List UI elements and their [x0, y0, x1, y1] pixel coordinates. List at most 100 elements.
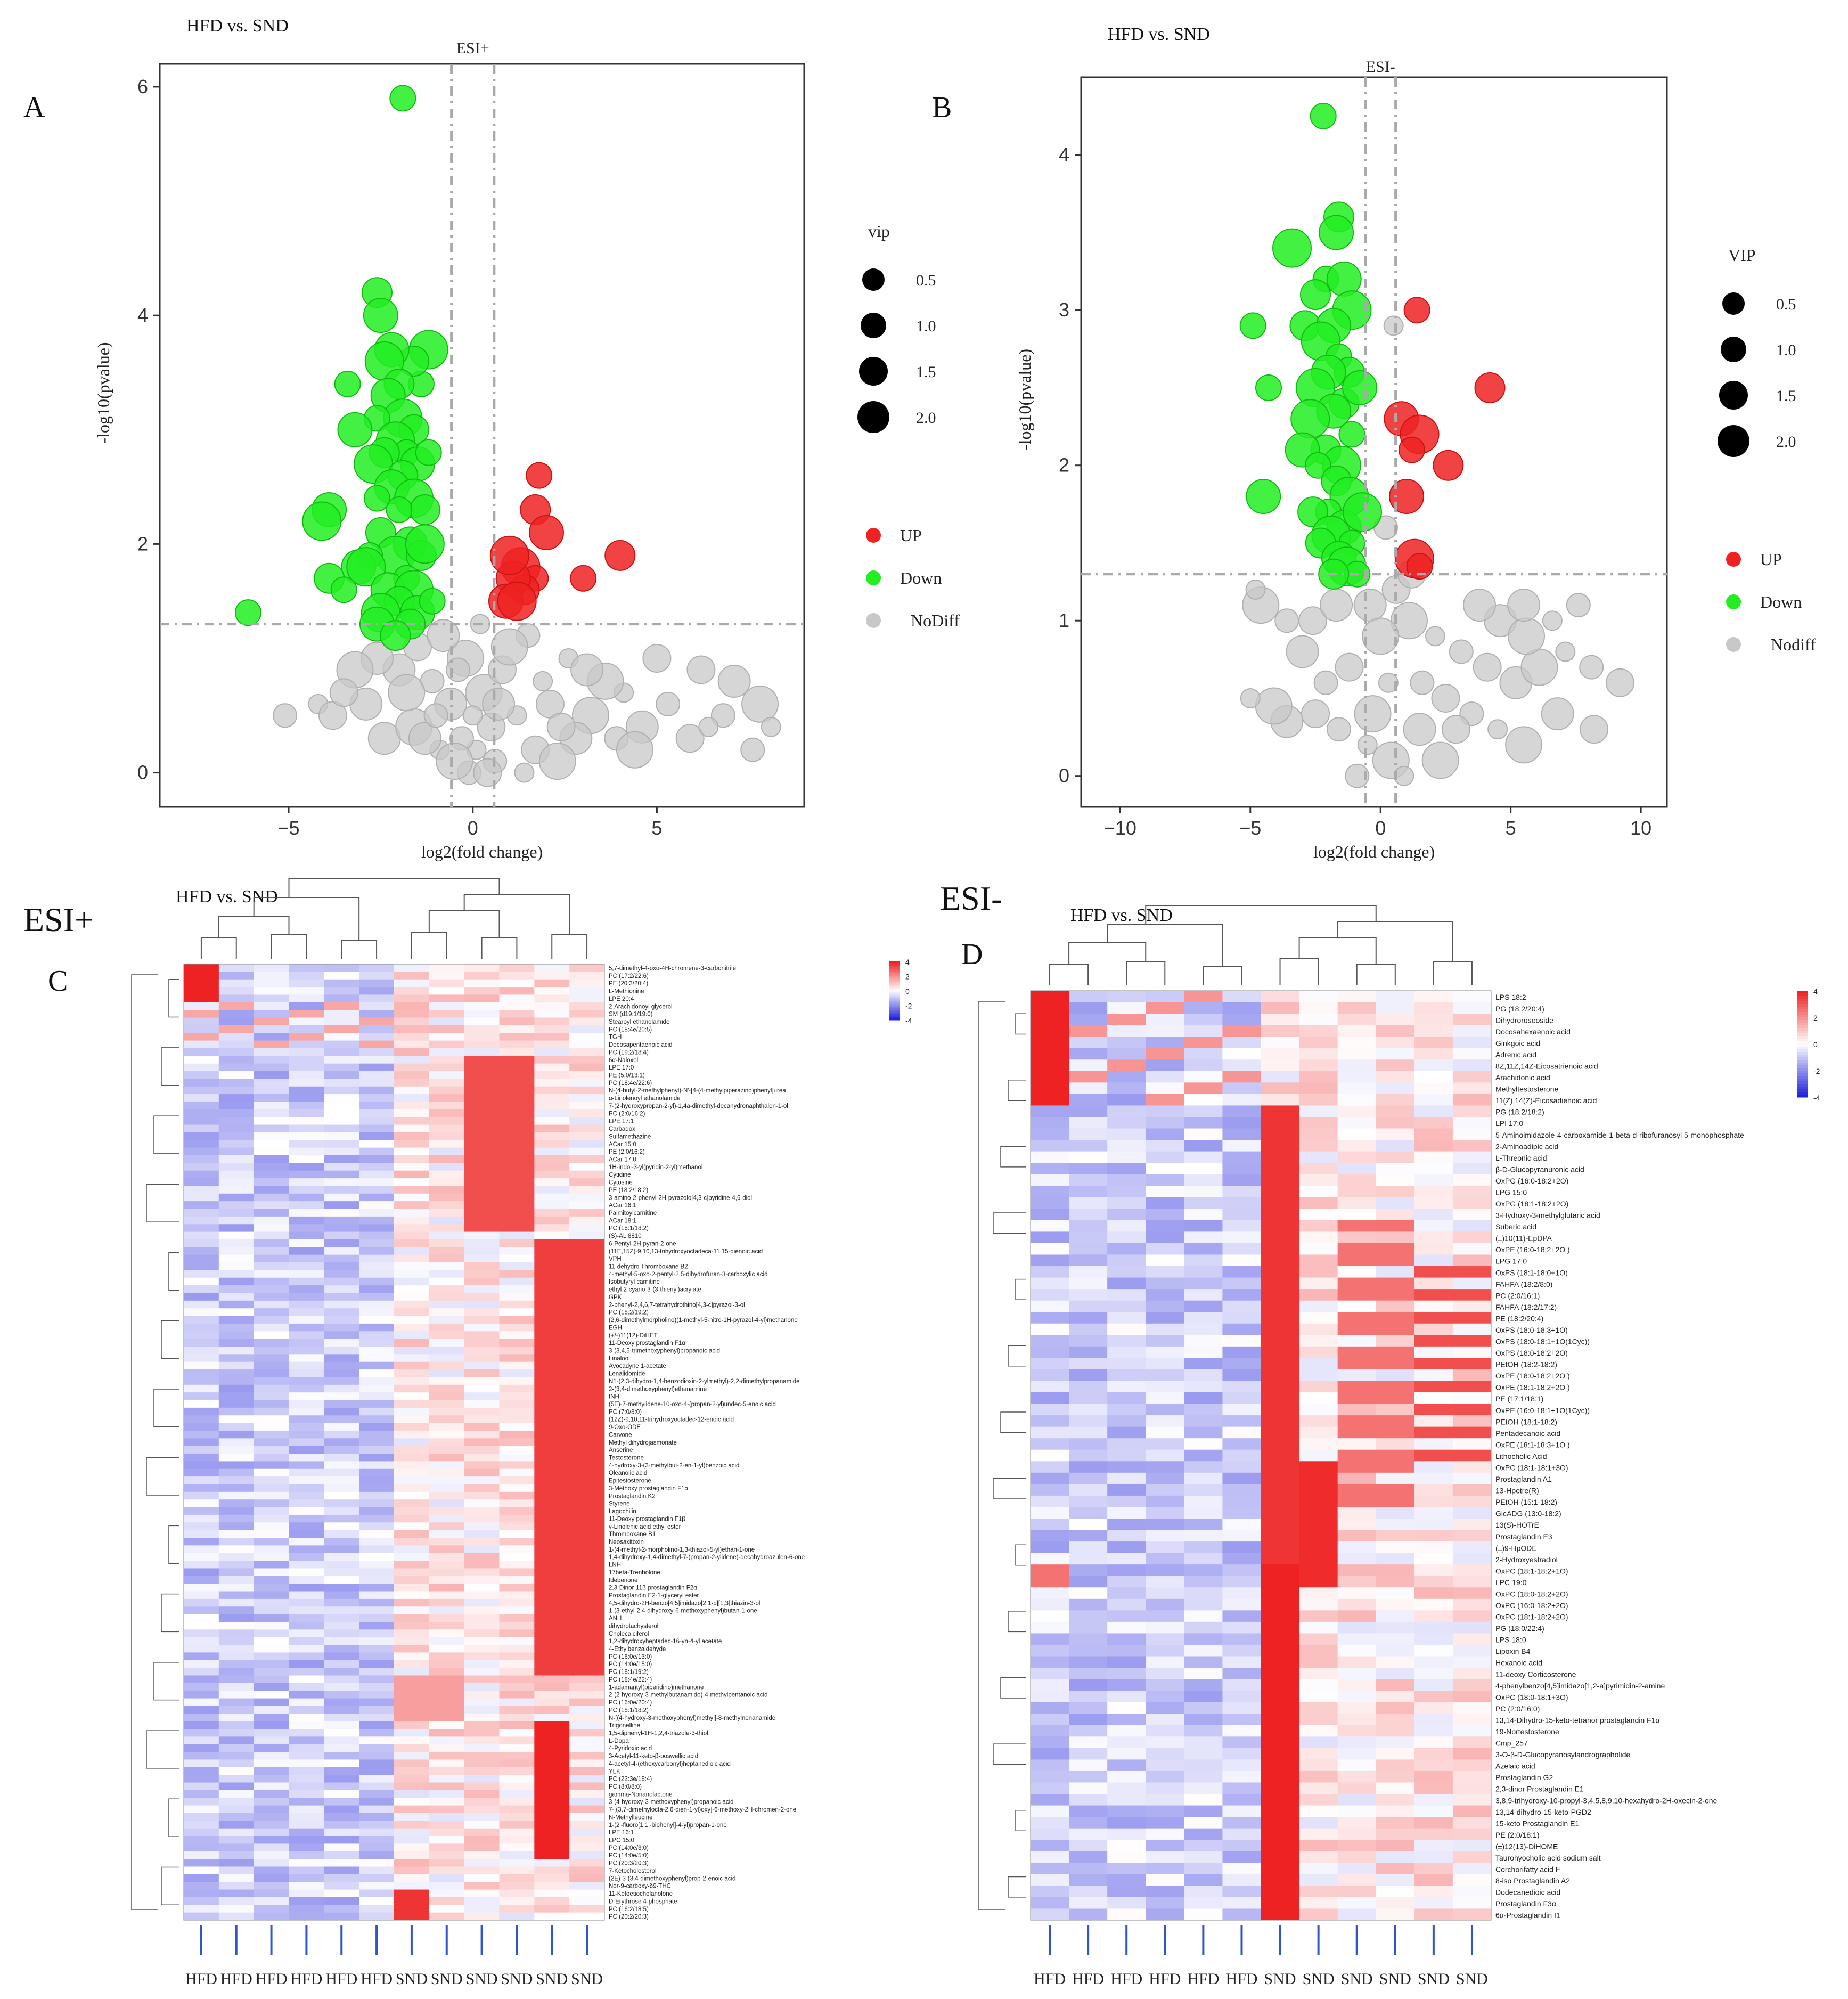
heat-cell: [1184, 1564, 1223, 1577]
heat-cell: [1031, 1759, 1069, 1772]
point-nodiff: [1378, 672, 1399, 693]
heat-cell: [1069, 1484, 1108, 1496]
heat-cell: [1261, 1323, 1300, 1335]
point-nodiff: [1245, 579, 1266, 600]
color-scale-segment: [1797, 1052, 1808, 1055]
heat-cell: [1337, 1392, 1377, 1405]
point-nodiff: [538, 743, 576, 780]
heat-cell: [359, 1224, 395, 1233]
heat-cell: [1107, 1014, 1146, 1026]
heat-cell: [359, 1331, 395, 1340]
heat-cell: [324, 1468, 359, 1477]
row-label: Anserine: [609, 1447, 633, 1454]
column-label: SND: [1303, 1970, 1335, 1988]
heat-cell: [1031, 1621, 1069, 1634]
y-tick-label: 4: [1059, 144, 1069, 166]
heat-cell: [569, 1400, 605, 1408]
heat-cell: [429, 1805, 465, 1814]
heat-cell: [359, 1576, 395, 1584]
heat-cell: [394, 972, 430, 980]
heat-cell: [1337, 1817, 1377, 1829]
heat-cell: [569, 1813, 605, 1821]
heat-cell: [1299, 1025, 1338, 1037]
heat-cell: [324, 1775, 359, 1783]
y-axis-label: -log10(pvalue): [1015, 349, 1034, 450]
heat-cell: [499, 1912, 535, 1921]
point-nodiff: [1327, 717, 1351, 742]
heat-cell: [534, 1805, 570, 1814]
heat-cell: [1107, 1140, 1146, 1152]
heat-cell: [1031, 1209, 1069, 1221]
heat-cell: [1069, 1243, 1108, 1255]
heat-cell: [1261, 1438, 1300, 1450]
row-label: (S)-AL 8810: [609, 1233, 642, 1239]
heat-cell: [1299, 1116, 1338, 1129]
heat-cell: [1031, 1644, 1069, 1657]
row-label: OxPE (18:1-18:3+1O ): [1495, 1440, 1570, 1449]
heat-cell: [464, 1170, 500, 1179]
color-legend-label: Down: [1760, 592, 1802, 611]
heat-cell: [534, 1033, 570, 1041]
heat-cell: [534, 1025, 570, 1033]
heat-cell: [1261, 1209, 1300, 1221]
heat-cell: [359, 1828, 395, 1837]
heat-cell: [429, 1584, 465, 1592]
heat-cell: [218, 1193, 255, 1202]
heat-cell: [1261, 1220, 1300, 1232]
color-scale-segment: [889, 976, 900, 978]
heat-cell: [534, 1407, 570, 1416]
row-dendrogram-branch: [978, 1001, 1005, 1910]
plot-frame: [1080, 76, 1668, 808]
heat-cell: [429, 1071, 465, 1079]
heat-cell: [499, 1079, 535, 1087]
heat-cell: [1414, 1186, 1453, 1198]
heat-cell: [359, 1621, 395, 1630]
color-scale-segment: [889, 1014, 900, 1016]
heat-cell: [394, 1270, 430, 1278]
heat-cell: [429, 1889, 465, 1898]
heat-cell: [1376, 1908, 1415, 1921]
heat-cell: [394, 1438, 430, 1447]
heat-cell: [1337, 1518, 1377, 1531]
row-dendrogram-branch: [168, 1252, 179, 1291]
heat-cell: [1299, 1220, 1338, 1232]
heat-cell: [289, 1744, 324, 1752]
heat-cell: [184, 1040, 219, 1049]
row-dendrogram-branch: [1015, 1544, 1026, 1566]
heat-cell: [464, 1040, 500, 1049]
row-dendrogram-branch: [161, 1593, 179, 1633]
column-label: SND: [571, 1970, 603, 1988]
heat-cell: [1031, 1691, 1069, 1703]
column-label: SND: [1341, 1970, 1373, 1988]
row-label: 3,8,9-trihydroxy-10-propyl-3,4,5,8,9,10-…: [1495, 1796, 1718, 1805]
heat-cell: [359, 1392, 395, 1401]
heat-cell: [324, 1561, 359, 1569]
heat-cell: [184, 1163, 219, 1171]
heat-cell: [429, 1339, 465, 1347]
heat-cell: [254, 1010, 289, 1018]
heat-cell: [324, 1637, 359, 1645]
heat-cell: [464, 1293, 500, 1301]
row-label: 2-Arachidonoyl glycerol: [609, 1003, 673, 1010]
heat-cell: [464, 1645, 500, 1653]
heat-cell: [1184, 1725, 1223, 1737]
heat-cell: [1184, 1415, 1223, 1427]
row-label: 4,5-dihydro-2H-benzo[4,5]imidazo[2,1-b][…: [609, 1600, 760, 1606]
heat-cell: [1376, 1759, 1415, 1772]
heat-cell: [1337, 1656, 1377, 1668]
heat-cell: [429, 1706, 465, 1714]
heat-cell: [289, 1201, 324, 1210]
heat-cell: [184, 1247, 219, 1255]
heat-cell: [464, 1094, 500, 1102]
row-label: PC (14:0e/15:0): [609, 1661, 652, 1668]
heat-cell: [429, 1621, 465, 1630]
heat-cell: [394, 1507, 430, 1515]
heat-cell: [394, 1224, 430, 1233]
heat-cell: [184, 1484, 219, 1492]
heat-cell: [218, 1637, 255, 1645]
heat-cell: [254, 1446, 289, 1454]
heat-cell: [534, 1231, 570, 1240]
heat-cell: [1031, 1794, 1069, 1806]
row-label: OxPS (18:0-18:3+1O): [1495, 1326, 1568, 1334]
heat-cell: [499, 1056, 535, 1064]
